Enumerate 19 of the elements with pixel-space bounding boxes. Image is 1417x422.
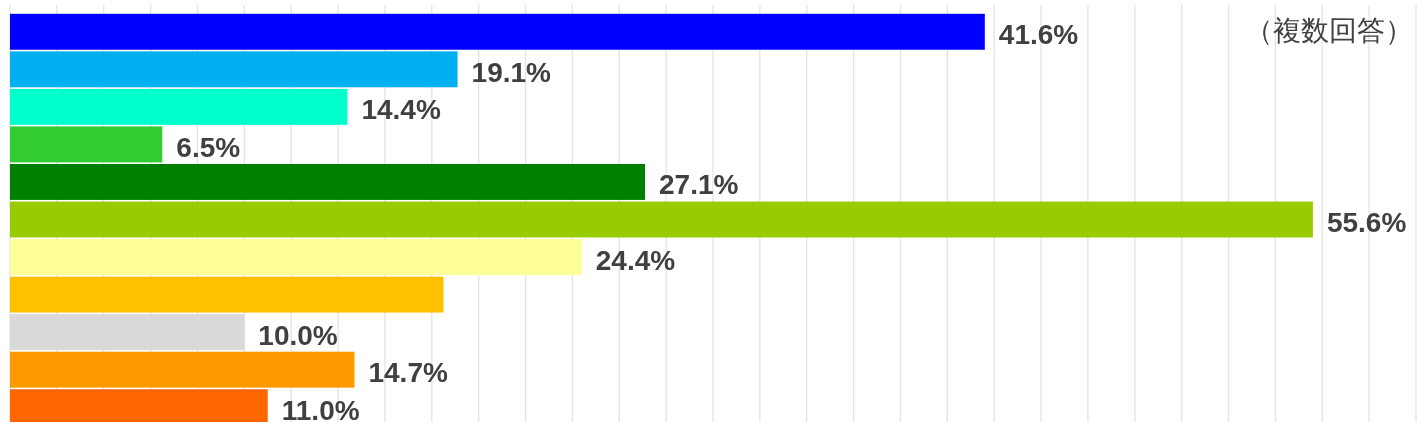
data-label: 14.4% [361,94,441,126]
bar [10,51,458,88]
bar [10,239,582,276]
data-label: 19.1% [471,56,552,88]
data-label: 14.7% [368,357,448,389]
annotation: （複数回答） [1245,14,1413,46]
bar [10,276,444,313]
data-label: 55.6% [1326,207,1407,238]
bar [10,88,348,125]
data-label: 24.4% [595,244,676,276]
bar [10,13,985,50]
data-label: 11.0% [281,394,360,422]
bar [10,126,163,163]
data-label: 6.5% [176,131,241,163]
bar [10,163,646,200]
bar [10,201,1313,238]
data-label: 10.0% [258,319,338,351]
data-label: 27.1% [659,169,739,201]
data-label: 41.6% [998,19,1079,51]
